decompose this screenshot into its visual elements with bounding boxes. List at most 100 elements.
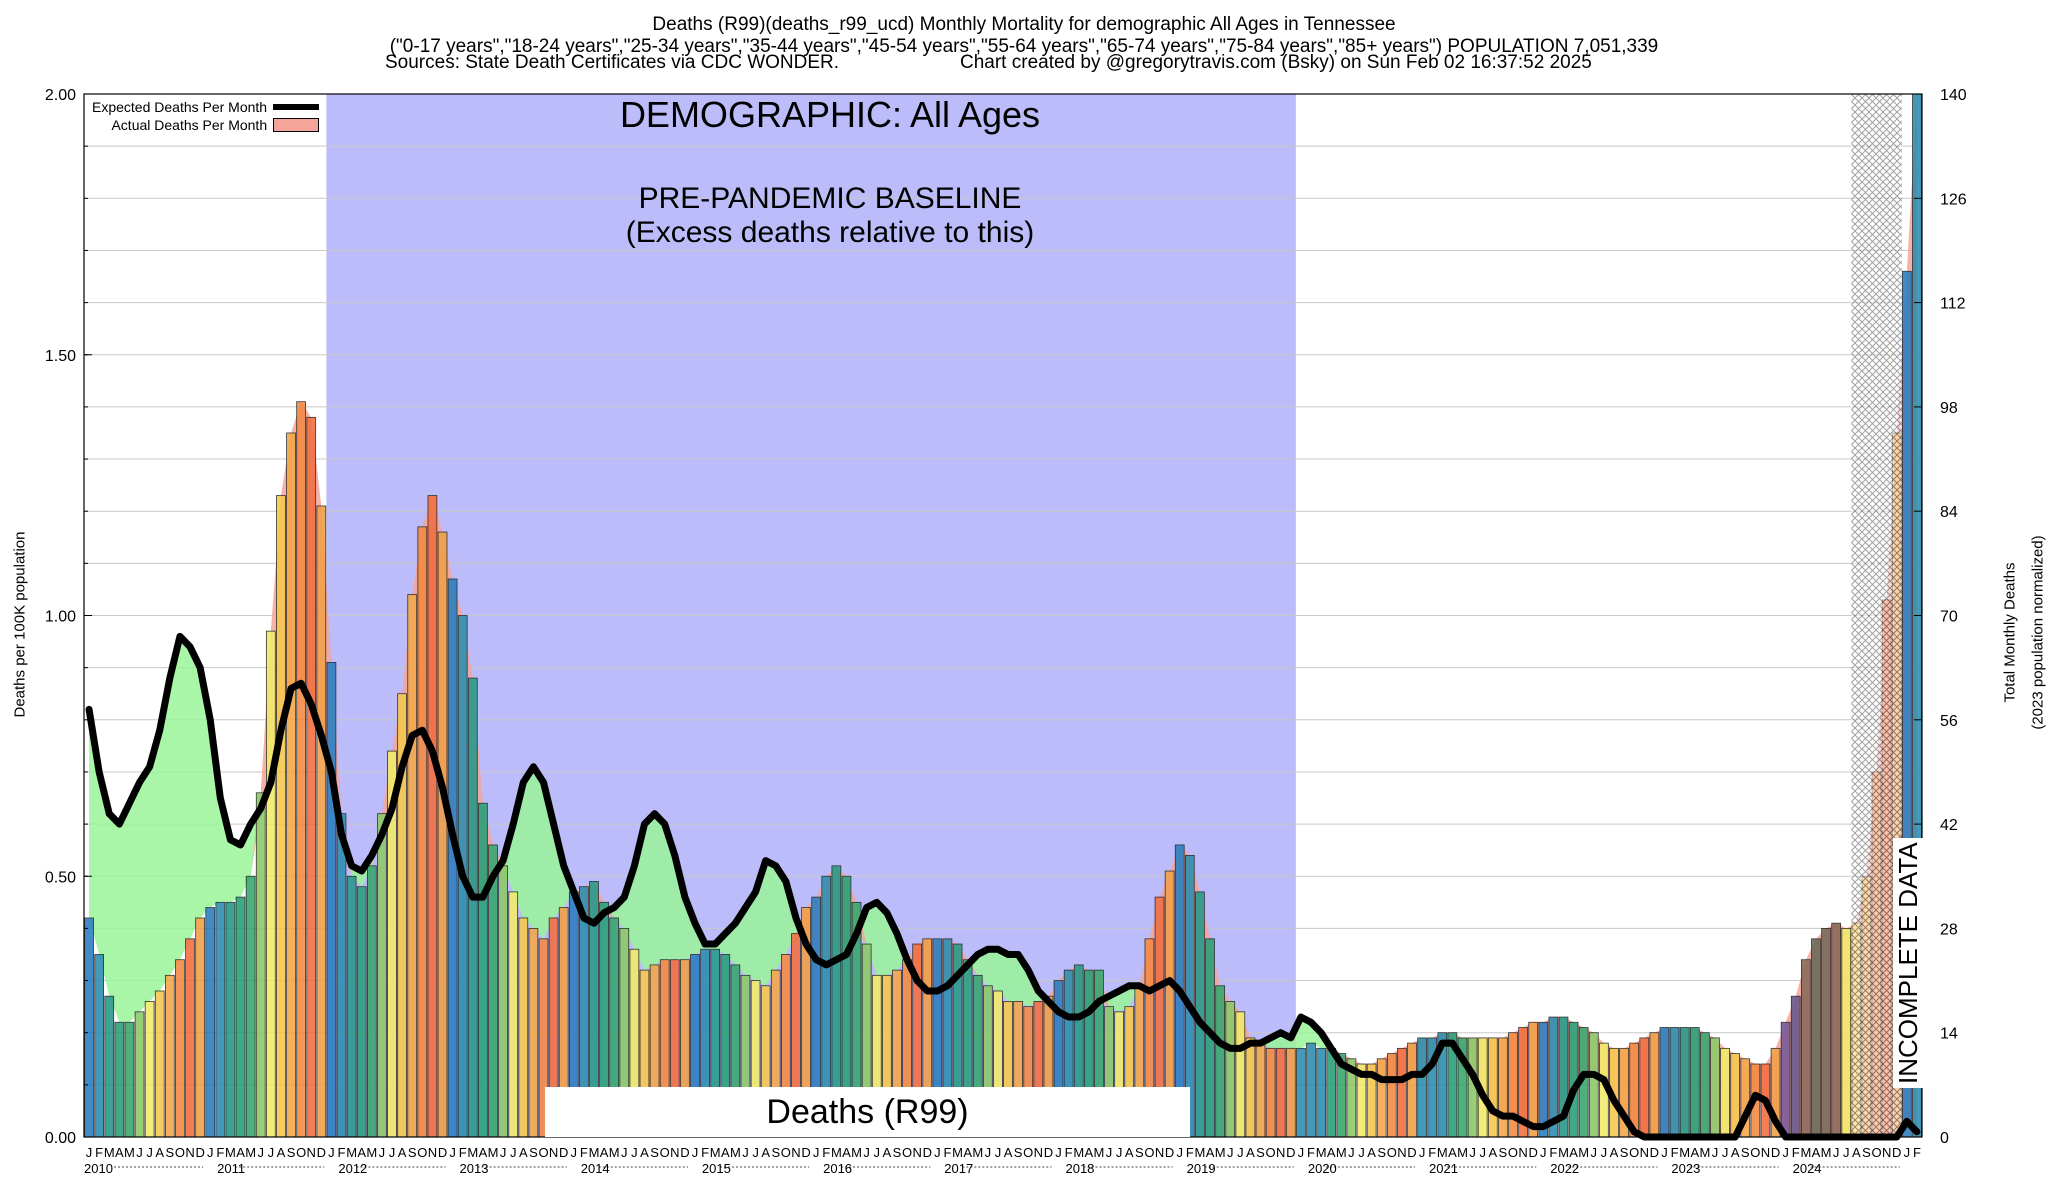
bar — [124, 1021, 135, 1138]
month-label: N — [1518, 1145, 1527, 1160]
month-label: A — [1610, 1145, 1619, 1160]
bar — [114, 1021, 125, 1138]
month-label: S — [1862, 1145, 1871, 1160]
year-label: 2022 — [1550, 1161, 1579, 1176]
month-label: J — [1601, 1145, 1608, 1160]
month-label: A — [1125, 1145, 1134, 1160]
month-label: F — [1913, 1145, 1921, 1160]
month-label: A — [479, 1145, 488, 1160]
bar — [1720, 1047, 1730, 1138]
month-label: J — [379, 1145, 386, 1160]
month-label: S — [1135, 1145, 1144, 1160]
month-label: M — [1094, 1145, 1105, 1160]
month-label: O — [417, 1145, 427, 1160]
month-label: J — [1116, 1145, 1123, 1160]
bar — [164, 974, 175, 1138]
bar — [296, 401, 306, 1138]
month-label: O — [660, 1145, 670, 1160]
y-tick-label: 1.50 — [45, 348, 76, 365]
bar — [1811, 938, 1821, 1138]
month-label: S — [287, 1145, 296, 1160]
month-label: O — [296, 1145, 306, 1160]
month-label: D — [680, 1145, 689, 1160]
month-label: M — [1800, 1145, 1811, 1160]
bar — [195, 917, 205, 1138]
month-label: S — [1499, 1145, 1508, 1160]
month-label: M — [104, 1145, 115, 1160]
month-label: M — [346, 1145, 357, 1160]
bar — [1265, 1047, 1276, 1138]
bar — [1215, 985, 1225, 1138]
bar — [316, 505, 327, 1138]
month-label: J — [752, 1145, 759, 1160]
bar — [1659, 1027, 1670, 1138]
month-label: M — [972, 1145, 983, 1160]
month-label: M — [1336, 1145, 1347, 1160]
bar — [346, 875, 357, 1138]
y-tick-label-right: 28 — [1940, 921, 1958, 938]
y-tick-label-right: 140 — [1940, 87, 1967, 104]
month-label: J — [500, 1145, 507, 1160]
month-label: J — [1540, 1145, 1547, 1160]
legend-item-expected: Expected Deaths Per Month — [92, 98, 320, 116]
month-label: F — [1065, 1145, 1073, 1160]
bar — [518, 917, 529, 1138]
bar — [498, 865, 508, 1138]
month-label: F — [459, 1145, 467, 1160]
year-label: 2023 — [1671, 1161, 1700, 1176]
deaths-label-box: Deaths (R99) — [545, 1087, 1190, 1137]
y-axis-label-right: Total Monthly Deaths — [2001, 562, 2019, 703]
month-label: J — [146, 1145, 153, 1160]
month-label: J — [995, 1145, 1002, 1160]
bar — [84, 917, 94, 1138]
month-label: S — [1377, 1145, 1386, 1160]
month-label: D — [195, 1145, 204, 1160]
bar — [205, 907, 216, 1138]
month-label: N — [1640, 1145, 1649, 1160]
month-label: J — [136, 1145, 143, 1160]
month-label: M — [1195, 1145, 1206, 1160]
month-label: M — [245, 1145, 256, 1160]
month-label: A — [1569, 1145, 1578, 1160]
month-label: O — [175, 1145, 185, 1160]
bar — [1386, 1053, 1397, 1138]
month-label: D — [438, 1145, 447, 1160]
month-label: A — [277, 1145, 286, 1160]
month-label: J — [1904, 1145, 1911, 1160]
y-tick-label: 2.00 — [45, 87, 76, 104]
month-label: J — [1661, 1145, 1668, 1160]
month-label: A — [1852, 1145, 1861, 1160]
month-label: O — [1266, 1145, 1276, 1160]
month-label: J — [863, 1145, 870, 1160]
month-label: F — [1186, 1145, 1194, 1160]
month-label: J — [621, 1145, 628, 1160]
bar — [1417, 1037, 1427, 1138]
y-tick-label-right: 14 — [1940, 1026, 1958, 1043]
month-label: F — [338, 1145, 346, 1160]
month-label: D — [1165, 1145, 1174, 1160]
baseline-annotation: PRE-PANDEMIC BASELINE (Excess deaths rel… — [340, 182, 1320, 250]
month-label: S — [529, 1145, 538, 1160]
month-label: F — [1792, 1145, 1800, 1160]
bar — [336, 813, 347, 1138]
month-label: A — [357, 1145, 366, 1160]
bar — [154, 990, 165, 1138]
bar — [215, 901, 226, 1138]
bar — [225, 901, 236, 1138]
bar — [1225, 1001, 1236, 1138]
year-label: 2011 — [217, 1161, 245, 1176]
bar — [1700, 1032, 1710, 1138]
bar — [1376, 1058, 1387, 1138]
month-label: M — [488, 1145, 499, 1160]
bar — [528, 928, 539, 1138]
chart-title: Deaths (R99)(deaths_r99_ucd) Monthly Mor… — [652, 14, 1396, 35]
month-label: O — [1871, 1145, 1881, 1160]
y-tick-label-right: 56 — [1940, 713, 1958, 730]
month-label: N — [549, 1145, 558, 1160]
month-label: J — [268, 1145, 275, 1160]
bar — [1397, 1047, 1407, 1138]
month-label: F — [1549, 1145, 1557, 1160]
bar — [134, 1011, 145, 1138]
month-label: A — [519, 1145, 528, 1160]
bar — [1669, 1027, 1680, 1138]
